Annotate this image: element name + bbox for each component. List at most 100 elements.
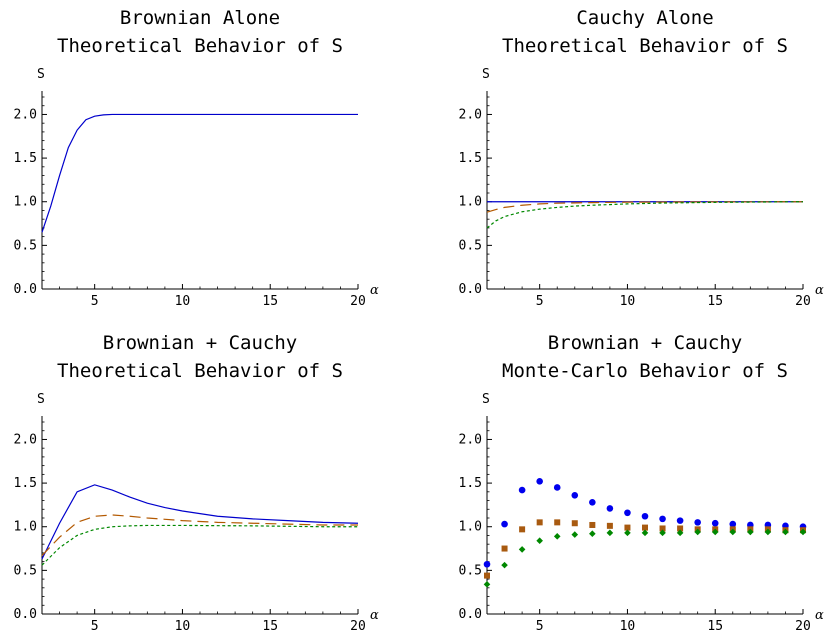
y-tick-label: 1.0 xyxy=(459,520,482,535)
series-2-point xyxy=(677,525,684,532)
x-tick-label: 15 xyxy=(262,294,278,309)
y-tick-label: 1.0 xyxy=(459,195,482,210)
chart-panel-2: Cauchy Alone Theoretical Behavior of S Sα 0… xyxy=(459,7,824,309)
series-3-point xyxy=(501,561,508,569)
x-axis-label: α xyxy=(370,608,379,623)
y-tick-label: 0.0 xyxy=(14,282,37,297)
y-axis-label: S xyxy=(37,67,45,82)
chart-panel-4: Brownian + Cauchy Monte-Carlo Behavior of… xyxy=(459,332,824,634)
x-axis-label: α xyxy=(370,283,379,298)
series-2-point xyxy=(571,520,578,527)
chart-panel-3: Brownian + Cauchy Theoretical Behavior of… xyxy=(14,332,379,634)
series-2-point xyxy=(624,524,631,531)
y-tick-label: 0.5 xyxy=(14,563,37,578)
series-1-point xyxy=(694,519,701,526)
series-1-point xyxy=(659,515,666,523)
series-1-point xyxy=(501,520,508,528)
y-axis-label: S xyxy=(482,67,490,82)
series-3-point xyxy=(782,528,789,536)
series-line-2 xyxy=(41,514,358,556)
series-2-point xyxy=(536,519,543,526)
chart-panel-1: Brownian Alone Theoretical Behavior of S S… xyxy=(14,7,379,309)
series-3-point xyxy=(571,531,579,538)
series-3-point xyxy=(799,528,807,536)
series-line-1 xyxy=(41,113,358,233)
series-2-point xyxy=(484,572,490,579)
series-1-point xyxy=(729,520,737,528)
series-3-point xyxy=(606,529,614,537)
y-axis-label: S xyxy=(37,392,45,407)
y-tick-label: 1.0 xyxy=(14,520,37,535)
x-tick-label: 15 xyxy=(707,294,723,309)
x-tick-label: 5 xyxy=(536,294,544,309)
y-tick-label: 0.5 xyxy=(14,238,37,253)
y-tick-label: 1.5 xyxy=(459,476,482,491)
x-tick-label: 20 xyxy=(795,619,811,634)
series-3-point xyxy=(483,581,491,588)
y-tick-label: 0.5 xyxy=(459,563,482,578)
series-3-point xyxy=(641,529,649,537)
y-tick-label: 0.0 xyxy=(459,607,482,622)
series-1-point xyxy=(589,498,596,506)
series-1-point xyxy=(483,560,491,568)
y-tick-label: 1.5 xyxy=(14,151,37,166)
series-2-point xyxy=(501,545,508,552)
series-3-point xyxy=(764,528,772,536)
series-2-point xyxy=(554,519,561,526)
series-3-point xyxy=(553,533,561,540)
series-3-point xyxy=(589,530,596,538)
series-1-point xyxy=(641,512,649,520)
series-3-point xyxy=(536,537,543,544)
y-tick-label: 1.5 xyxy=(459,151,482,166)
series-3-point xyxy=(711,528,719,536)
series-2-point xyxy=(589,521,596,528)
y-tick-label: 2.0 xyxy=(14,107,37,122)
y-tick-label: 2.0 xyxy=(459,432,482,447)
x-axis-label: α xyxy=(815,283,824,298)
chart-subtitle: Theoretical Behavior of S xyxy=(57,360,343,382)
series-3-point xyxy=(659,529,666,537)
chart-subtitle: Theoretical Behavior of S xyxy=(502,35,788,57)
x-tick-label: 20 xyxy=(350,619,366,634)
chart-subtitle: Monte-Carlo Behavior of S xyxy=(502,360,788,382)
x-tick-label: 10 xyxy=(175,619,191,634)
series-3-point xyxy=(729,528,737,536)
x-tick-label: 15 xyxy=(707,619,723,634)
series-1-point xyxy=(676,517,684,524)
x-tick-label: 10 xyxy=(175,294,191,309)
x-tick-label: 10 xyxy=(620,294,636,309)
y-tick-label: 1.5 xyxy=(14,476,37,491)
y-tick-label: 0.0 xyxy=(459,282,482,297)
x-tick-label: 20 xyxy=(795,294,811,309)
series-2-point xyxy=(606,522,613,529)
x-tick-label: 20 xyxy=(350,294,366,309)
y-tick-label: 0.0 xyxy=(14,607,37,622)
series-1-point xyxy=(536,478,543,485)
y-tick-label: 2.0 xyxy=(459,107,482,122)
series-line-3 xyxy=(486,201,804,229)
x-axis-label: α xyxy=(815,608,824,623)
chart-title: Brownian + Cauchy xyxy=(548,332,742,354)
series-3-point xyxy=(676,529,684,537)
x-tick-label: 5 xyxy=(91,619,99,634)
series-3-point xyxy=(694,528,701,536)
y-tick-label: 0.5 xyxy=(459,238,482,253)
series-1-point xyxy=(571,492,579,499)
series-3-point xyxy=(624,529,631,537)
series-1-point xyxy=(711,519,719,527)
x-tick-label: 15 xyxy=(262,619,278,634)
series-1-point xyxy=(606,505,614,512)
series-2-point xyxy=(519,526,526,533)
series-line-3 xyxy=(41,524,358,566)
x-tick-label: 10 xyxy=(620,619,636,634)
series-1-point xyxy=(553,484,561,491)
x-tick-label: 5 xyxy=(536,619,544,634)
series-line-1 xyxy=(41,484,359,560)
y-tick-label: 1.0 xyxy=(14,195,37,210)
series-2-point xyxy=(659,525,666,532)
series-3-point xyxy=(747,528,754,536)
chart-title: Cauchy Alone xyxy=(576,7,713,29)
series-3-point xyxy=(518,546,526,553)
chart-subtitle: Theoretical Behavior of S xyxy=(57,35,343,57)
